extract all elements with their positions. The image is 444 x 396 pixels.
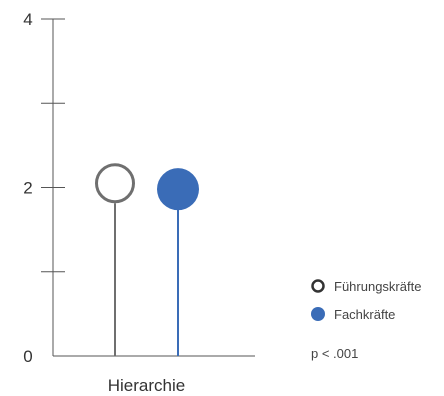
legend-label-1: Führungskräfte xyxy=(334,279,421,294)
chart-marks xyxy=(95,163,199,356)
significance-annotation: p < .001 xyxy=(311,346,358,361)
lollipop-marker-2 xyxy=(157,168,199,211)
y-tick-label-0: 0 xyxy=(23,347,32,366)
chart-legend: Führungskräfte Fachkräfte p < .001 xyxy=(311,279,421,361)
y-tick-label-4: 4 xyxy=(23,10,32,29)
lollipop-marker-1 xyxy=(95,163,135,204)
legend-marker-1 xyxy=(311,279,325,293)
chart-axes: 0 2 4 Hierarchie xyxy=(23,10,255,395)
y-tick-label-2: 2 xyxy=(23,179,32,198)
legend-marker-2 xyxy=(311,307,325,321)
legend-label-2: Fachkräfte xyxy=(334,307,395,322)
x-category-label: Hierarchie xyxy=(108,376,185,395)
